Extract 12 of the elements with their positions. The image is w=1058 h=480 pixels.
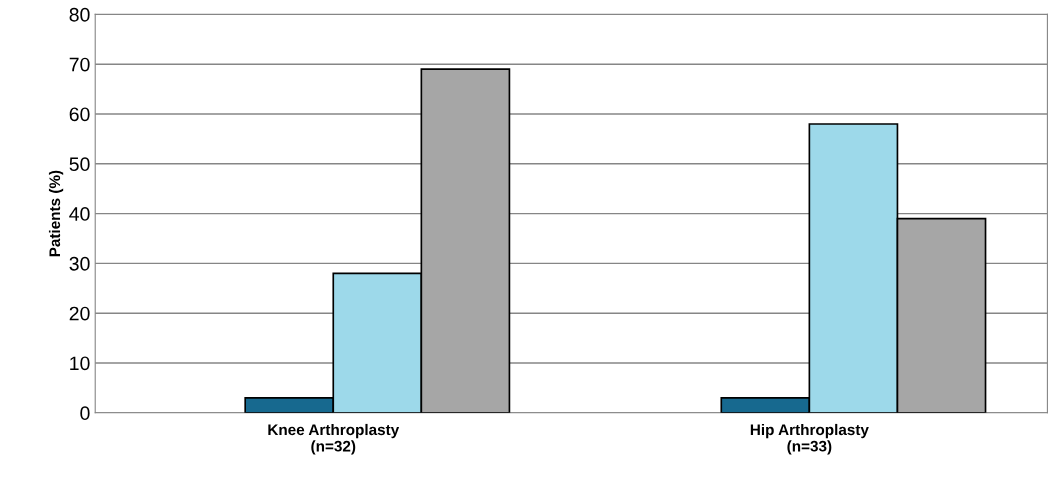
y-tick-label: 50 — [69, 157, 90, 172]
x-tick-label: Hip Arthroplasty (n=33) — [750, 423, 869, 455]
y-axis-title: Patients (%) — [48, 170, 64, 257]
y-tick-label: 70 — [69, 57, 90, 72]
y-tick-label: 40 — [69, 207, 90, 221]
y-tick-label: 0 — [80, 406, 90, 421]
y-tick-label: 10 — [70, 356, 90, 371]
y-tick-label: 80 — [69, 7, 90, 22]
x-tick-label: Knee Arthroplasty (n=32) — [268, 423, 400, 455]
y-tick-label: 60 — [69, 107, 90, 122]
y-tick-label: 20 — [69, 306, 90, 321]
y-tick-label: 30 — [69, 256, 90, 271]
